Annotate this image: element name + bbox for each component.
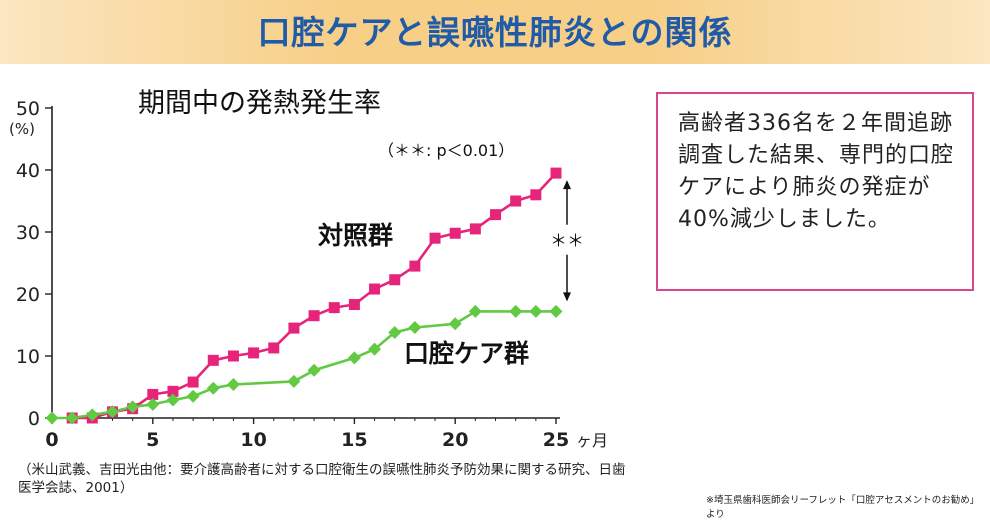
control-point	[510, 195, 522, 207]
summary-box: 高齢者336名を２年間追跡調査した結果、専門的口腔ケアにより肺炎の発症が40%減…	[656, 92, 974, 291]
control-point	[469, 223, 481, 235]
control-point	[268, 342, 280, 354]
y-axis-label: (%)	[9, 120, 35, 138]
control-point	[550, 167, 562, 179]
y-tick-label: 0	[28, 408, 40, 430]
y-tick-label: 40	[16, 160, 40, 182]
control-point	[429, 232, 441, 244]
control-point	[348, 299, 360, 311]
control-point	[207, 354, 219, 366]
x-axis-label: ヶ月	[576, 431, 608, 450]
citation-text: （米山武義、吉田光由他：要介護高齢者に対する口腔衛生の誤嚥性肺炎予防効果に関する…	[18, 462, 626, 496]
oral-care-point	[529, 304, 543, 318]
oral-care-point	[146, 397, 160, 411]
y-tick-label: 50	[16, 98, 40, 120]
control-point	[227, 350, 239, 362]
oral-care-point	[408, 320, 422, 334]
x-tick-label: 5	[146, 429, 159, 451]
oral-care-point	[85, 408, 99, 422]
oral-care-point	[368, 342, 382, 356]
control-point	[147, 388, 159, 400]
oral-care-point	[166, 393, 180, 407]
y-tick-label: 30	[16, 222, 40, 244]
control-point	[490, 209, 502, 221]
oral-care-point	[206, 381, 220, 395]
control-point	[187, 376, 199, 388]
x-tick-label: 10	[240, 429, 266, 451]
oral-care-point	[126, 400, 140, 414]
y-tick-label: 10	[16, 346, 40, 368]
oral-care-point	[105, 405, 119, 419]
oral-care-point	[509, 304, 523, 318]
control-point	[167, 385, 179, 397]
source-note: ※埼玉県歯科医師会リーフレット「口腔アセスメントのお勧め」より	[706, 495, 980, 520]
oral-care-point	[347, 351, 361, 365]
y-tick-label: 20	[16, 284, 40, 306]
oral-care-point	[287, 374, 301, 388]
chart-axes	[45, 106, 571, 424]
title-banner: 口腔ケアと誤嚥性肺炎との関係	[0, 0, 990, 64]
significance-label: ＊＊	[550, 232, 584, 252]
chart-lines	[52, 172, 557, 420]
control-point	[389, 274, 401, 286]
sig-arrowhead-up	[563, 180, 571, 190]
oral-care-point	[448, 317, 462, 331]
oral-care-point	[226, 378, 240, 392]
x-tick-label: 0	[45, 429, 58, 451]
chart-labels: 0 10 20 30 40 50 0 5 10 15 20 25 (%) ヶ月 期間中の発熱発生率 （＊＊: …	[9, 88, 608, 451]
oral-care-point	[307, 363, 321, 377]
control-point	[409, 260, 421, 272]
oral-care-point	[45, 411, 59, 425]
fever-rate-chart: 0 10 20 30 40 50 0 5 10 15 20 25 (%) ヶ月 期間中の発熱発生率 （＊＊: …	[9, 88, 608, 451]
oral-care-point	[65, 411, 79, 425]
control-point	[369, 283, 381, 295]
oral-care-point	[388, 325, 402, 339]
page-title: 口腔ケアと誤嚥性肺炎との関係	[257, 13, 733, 52]
series-label-1: 口腔ケア群	[404, 339, 529, 368]
oral-care-point	[186, 389, 200, 403]
series-label-0: 対照群	[318, 221, 393, 250]
significance-annotation: （＊＊: p＜0.01）	[378, 141, 514, 160]
chart-markers	[45, 167, 563, 425]
control-point	[308, 310, 320, 322]
series-line-0	[72, 172, 557, 420]
sig-arrowhead-down	[563, 292, 571, 302]
control-point	[288, 322, 300, 334]
summary-text: 高齢者336名を２年間追跡調査した結果、専門的口腔ケアにより肺炎の発症が40%減…	[678, 111, 955, 232]
oral-care-point	[549, 304, 563, 318]
x-tick-label: 25	[543, 429, 569, 451]
control-point	[530, 189, 542, 201]
control-point	[248, 347, 260, 359]
x-tick-label: 20	[442, 429, 468, 451]
oral-care-point	[468, 304, 482, 318]
control-point	[449, 227, 461, 239]
x-tick-label: 15	[341, 429, 367, 451]
control-point	[328, 302, 340, 314]
chart-title: 期間中の発熱発生率	[138, 88, 381, 119]
